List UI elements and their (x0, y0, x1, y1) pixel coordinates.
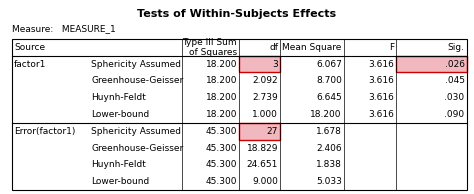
Bar (239, 56, 280, 72)
Text: Sig.: Sig. (447, 43, 465, 52)
Text: df: df (269, 43, 278, 52)
Text: 18.200: 18.200 (206, 110, 237, 119)
Text: factor1: factor1 (14, 60, 46, 68)
Text: Greenhouse-Geisser: Greenhouse-Geisser (91, 76, 184, 85)
Text: 45.300: 45.300 (206, 160, 237, 169)
Text: 1.678: 1.678 (316, 127, 342, 136)
Text: 8.700: 8.700 (316, 76, 342, 85)
Text: Huynh-Feldt: Huynh-Feldt (91, 160, 146, 169)
Text: 3.616: 3.616 (368, 110, 394, 119)
Text: .090: .090 (445, 110, 465, 119)
Text: Lower-bound: Lower-bound (91, 177, 150, 186)
Text: 9.000: 9.000 (252, 177, 278, 186)
Text: Type III Sum
of Squares: Type III Sum of Squares (182, 37, 237, 57)
Text: 2.092: 2.092 (253, 76, 278, 85)
Text: 3.616: 3.616 (368, 60, 394, 68)
Text: 6.067: 6.067 (316, 60, 342, 68)
Text: 1.838: 1.838 (316, 160, 342, 169)
Bar (396, 56, 467, 72)
Text: Greenhouse-Geisser: Greenhouse-Geisser (91, 144, 184, 153)
Text: Sphericity Assumed: Sphericity Assumed (91, 60, 182, 68)
Text: Error(factor1): Error(factor1) (14, 127, 75, 136)
Text: 27: 27 (267, 127, 278, 136)
Text: .026: .026 (445, 60, 465, 68)
Text: 18.200: 18.200 (206, 60, 237, 68)
Text: 24.651: 24.651 (246, 160, 278, 169)
Text: F: F (389, 43, 394, 52)
Text: 45.300: 45.300 (206, 127, 237, 136)
Text: Measure:   MEASURE_1: Measure: MEASURE_1 (12, 24, 116, 33)
Text: 3.616: 3.616 (368, 76, 394, 85)
Text: Huynh-Feldt: Huynh-Feldt (91, 93, 146, 102)
Text: 2.739: 2.739 (252, 93, 278, 102)
Bar (12, 39, 467, 190)
Text: 18.200: 18.200 (206, 76, 237, 85)
Text: Source: Source (14, 43, 45, 52)
Text: 18.829: 18.829 (246, 144, 278, 153)
Bar (239, 123, 280, 140)
Text: .045: .045 (445, 76, 465, 85)
Text: 1.000: 1.000 (252, 110, 278, 119)
Text: 2.406: 2.406 (316, 144, 342, 153)
Text: .030: .030 (445, 93, 465, 102)
Text: Sphericity Assumed: Sphericity Assumed (91, 127, 182, 136)
Text: Tests of Within-Subjects Effects: Tests of Within-Subjects Effects (137, 9, 337, 19)
Text: 45.300: 45.300 (206, 144, 237, 153)
Text: Mean Square: Mean Square (283, 43, 342, 52)
Text: Lower-bound: Lower-bound (91, 110, 150, 119)
Text: 45.300: 45.300 (206, 177, 237, 186)
Text: 3.616: 3.616 (368, 93, 394, 102)
Text: 6.645: 6.645 (316, 93, 342, 102)
Text: 18.200: 18.200 (310, 110, 342, 119)
Text: 3: 3 (272, 60, 278, 68)
Text: 18.200: 18.200 (206, 93, 237, 102)
Text: 5.033: 5.033 (316, 177, 342, 186)
